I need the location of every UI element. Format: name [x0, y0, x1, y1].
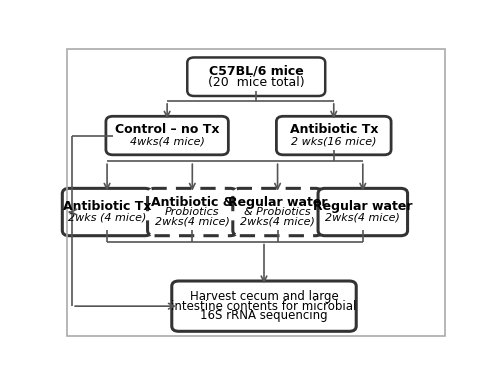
- FancyBboxPatch shape: [233, 188, 322, 236]
- FancyBboxPatch shape: [188, 57, 325, 96]
- Text: Regular water: Regular water: [313, 200, 412, 213]
- Text: Regular water: Regular water: [228, 196, 328, 209]
- FancyBboxPatch shape: [106, 116, 228, 155]
- FancyBboxPatch shape: [318, 188, 408, 236]
- FancyBboxPatch shape: [276, 116, 391, 155]
- Text: 16S rRNA sequencing: 16S rRNA sequencing: [200, 309, 328, 322]
- Text: Probiotics: Probiotics: [165, 207, 220, 217]
- Text: Control – no Tx: Control – no Tx: [115, 123, 220, 136]
- FancyBboxPatch shape: [172, 281, 356, 331]
- Text: & Probiotics: & Probiotics: [244, 207, 311, 217]
- FancyBboxPatch shape: [148, 188, 237, 236]
- FancyBboxPatch shape: [62, 188, 152, 236]
- Text: 2wks(4 mice): 2wks(4 mice): [240, 217, 315, 227]
- Text: C57BL/6 mice: C57BL/6 mice: [209, 64, 304, 77]
- Text: intestine contents for microbial: intestine contents for microbial: [172, 299, 356, 312]
- Text: 4wks(4 mice): 4wks(4 mice): [130, 136, 204, 146]
- Text: 2 wks(16 mice): 2 wks(16 mice): [291, 136, 376, 146]
- Text: Antibiotic &: Antibiotic &: [151, 196, 234, 209]
- Text: Harvest cecum and large: Harvest cecum and large: [190, 290, 338, 303]
- Text: Antibiotic Tx: Antibiotic Tx: [290, 123, 378, 136]
- Text: 2wks (4 mice): 2wks (4 mice): [68, 213, 146, 223]
- Text: Antibiotic Tx: Antibiotic Tx: [63, 200, 152, 213]
- Text: (20  mice total): (20 mice total): [208, 76, 304, 89]
- Text: 2wks(4 mice): 2wks(4 mice): [326, 213, 400, 223]
- Text: 2wks(4 mice): 2wks(4 mice): [155, 217, 230, 227]
